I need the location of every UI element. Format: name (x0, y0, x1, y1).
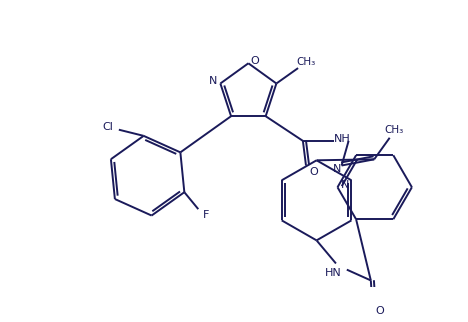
Text: N: N (341, 180, 350, 190)
Text: F: F (203, 210, 209, 220)
Text: CH₃: CH₃ (385, 125, 404, 135)
Text: O: O (250, 56, 259, 66)
Text: N: N (208, 76, 217, 86)
Text: Cl: Cl (102, 122, 113, 132)
Text: O: O (309, 167, 318, 177)
Text: HN: HN (324, 268, 341, 278)
Text: O: O (376, 306, 385, 316)
Text: NH: NH (334, 134, 351, 144)
Text: N: N (333, 164, 341, 174)
Text: CH₃: CH₃ (296, 57, 315, 67)
